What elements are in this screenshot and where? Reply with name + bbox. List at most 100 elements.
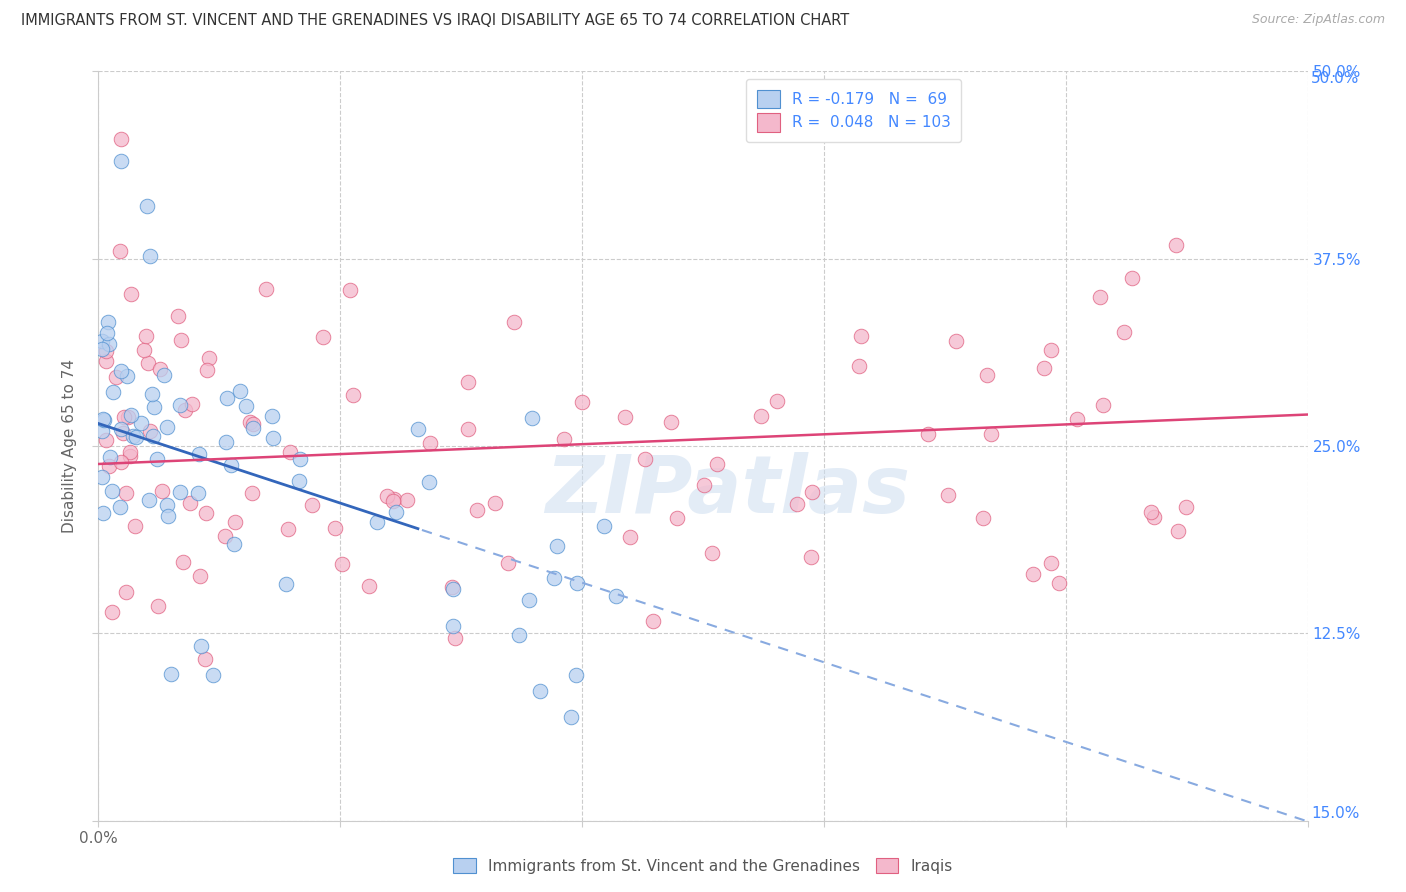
Point bbox=[1164, 237, 1187, 252]
Point bbox=[110, 455, 132, 469]
Point bbox=[122, 428, 145, 442]
Point bbox=[217, 391, 239, 405]
Point bbox=[115, 486, 138, 500]
Point bbox=[693, 478, 716, 492]
Point bbox=[465, 503, 488, 517]
Point bbox=[146, 452, 169, 467]
Point bbox=[529, 684, 551, 698]
Point bbox=[91, 334, 114, 349]
Point bbox=[129, 417, 152, 431]
Point bbox=[441, 580, 464, 594]
Point bbox=[160, 666, 183, 681]
Point bbox=[330, 557, 353, 571]
Point bbox=[108, 500, 131, 514]
Point bbox=[142, 401, 165, 415]
Point bbox=[91, 342, 114, 356]
Point bbox=[1143, 510, 1166, 524]
Point bbox=[117, 409, 139, 424]
Point bbox=[153, 368, 176, 382]
Point bbox=[169, 398, 191, 412]
Point bbox=[174, 403, 197, 417]
Point bbox=[110, 132, 132, 146]
Point bbox=[97, 315, 120, 329]
Point bbox=[101, 484, 124, 499]
Point bbox=[195, 363, 218, 377]
Point bbox=[98, 458, 121, 473]
Point bbox=[565, 575, 588, 590]
Point bbox=[166, 310, 188, 324]
Point bbox=[546, 539, 568, 553]
Point bbox=[194, 652, 217, 666]
Point bbox=[593, 519, 616, 533]
Point bbox=[619, 530, 641, 544]
Point bbox=[239, 415, 262, 429]
Point bbox=[260, 409, 283, 424]
Point bbox=[110, 364, 132, 378]
Point bbox=[101, 384, 124, 399]
Point bbox=[613, 410, 636, 425]
Point bbox=[1092, 398, 1115, 412]
Point bbox=[136, 199, 159, 213]
Point bbox=[169, 334, 191, 348]
Point bbox=[382, 494, 405, 508]
Point bbox=[242, 417, 264, 431]
Point bbox=[1039, 343, 1062, 357]
Point bbox=[1175, 500, 1198, 515]
Point bbox=[108, 244, 131, 259]
Point bbox=[141, 428, 163, 442]
Point bbox=[375, 489, 398, 503]
Point bbox=[198, 351, 221, 365]
Point bbox=[172, 555, 194, 569]
Point bbox=[110, 422, 132, 436]
Point bbox=[98, 450, 121, 464]
Legend: R = -0.179   N =  69, R =  0.048   N = 103: R = -0.179 N = 69, R = 0.048 N = 103 bbox=[747, 79, 962, 142]
Point bbox=[276, 577, 298, 591]
Point bbox=[1021, 566, 1043, 581]
Point bbox=[115, 585, 138, 599]
Y-axis label: Disability Age 65 to 74: Disability Age 65 to 74 bbox=[62, 359, 77, 533]
Point bbox=[786, 497, 808, 511]
Point bbox=[187, 486, 209, 500]
Point bbox=[418, 475, 440, 489]
Point bbox=[93, 413, 115, 427]
Point bbox=[339, 283, 361, 297]
Point bbox=[441, 582, 464, 596]
Point bbox=[91, 411, 114, 425]
Point bbox=[115, 369, 138, 384]
Point bbox=[214, 529, 236, 543]
Point bbox=[242, 421, 264, 435]
Point bbox=[214, 435, 236, 450]
Point bbox=[382, 491, 405, 506]
Point bbox=[219, 458, 242, 473]
Point bbox=[301, 498, 323, 512]
Point bbox=[96, 433, 118, 447]
Point bbox=[1167, 524, 1189, 538]
Point bbox=[560, 710, 582, 724]
Point bbox=[190, 639, 212, 653]
Point bbox=[1047, 575, 1070, 590]
Point bbox=[136, 356, 159, 370]
Point bbox=[457, 421, 479, 435]
Point bbox=[917, 427, 939, 442]
Point bbox=[91, 506, 114, 520]
Point bbox=[517, 592, 540, 607]
Text: 15.0%: 15.0% bbox=[1312, 805, 1360, 821]
Point bbox=[277, 522, 299, 536]
Point bbox=[112, 425, 135, 440]
Point bbox=[945, 334, 967, 349]
Point bbox=[112, 410, 135, 425]
Point bbox=[124, 519, 146, 533]
Point bbox=[700, 546, 723, 560]
Point bbox=[749, 409, 772, 424]
Point bbox=[96, 326, 118, 341]
Point bbox=[156, 420, 179, 434]
Point bbox=[543, 571, 565, 585]
Point bbox=[105, 370, 128, 384]
Point bbox=[976, 368, 998, 382]
Point bbox=[156, 509, 179, 524]
Text: IMMIGRANTS FROM ST. VINCENT AND THE GRENADINES VS IRAQI DISABILITY AGE 65 TO 74 : IMMIGRANTS FROM ST. VINCENT AND THE GREN… bbox=[21, 13, 849, 29]
Point bbox=[180, 397, 202, 411]
Point bbox=[120, 449, 142, 463]
Point bbox=[571, 395, 593, 409]
Point bbox=[96, 353, 118, 368]
